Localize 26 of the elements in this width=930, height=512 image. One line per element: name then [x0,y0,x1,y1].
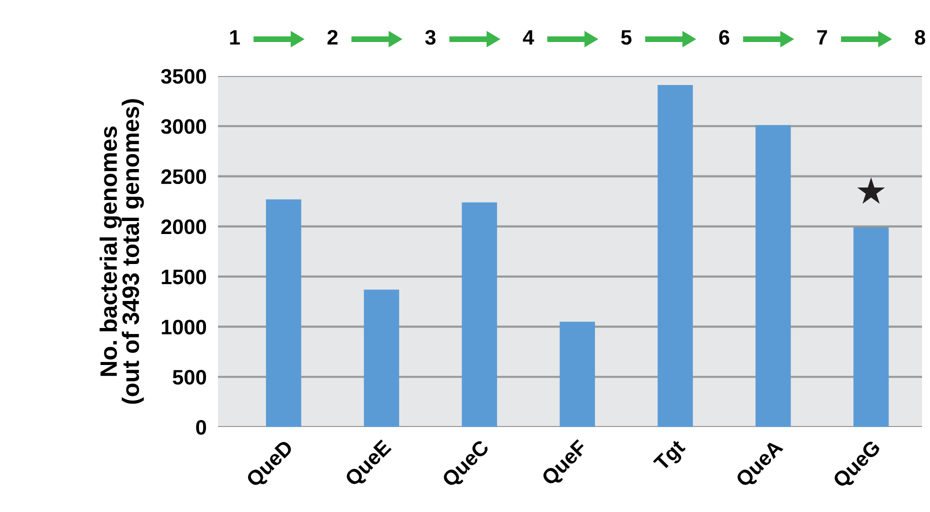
text: 5 [621,30,632,45]
text: 6 [719,30,730,45]
bar [364,290,400,427]
y-tick-label: 3000 [161,119,206,134]
bar [462,202,498,427]
bar [853,227,889,427]
text: 1 [230,30,240,45]
bar [560,322,595,427]
y-axis-title: No. bacterial genomes (out of 3493 total genomes) [100,99,144,404]
text: 4 [522,30,534,45]
y-tick-label: 1500 [162,270,206,284]
text: 7 [817,30,828,45]
y-tick-label: 1000 [162,320,206,334]
y-tick-label: 3500 [161,69,206,84]
y-tick-label: 2500 [161,169,206,184]
y-tick-label: 0 [196,420,206,435]
text: 8 [914,30,926,45]
bar [756,125,791,427]
bar [266,199,302,427]
text: 2 [327,30,338,45]
x-tick-label: Tgt [653,438,689,475]
y-tick-label: 500 [172,370,206,385]
y-tick-label: 2000 [161,219,206,234]
annotation: ★ [857,177,885,204]
bar [658,85,693,427]
text: 3 [425,30,436,45]
